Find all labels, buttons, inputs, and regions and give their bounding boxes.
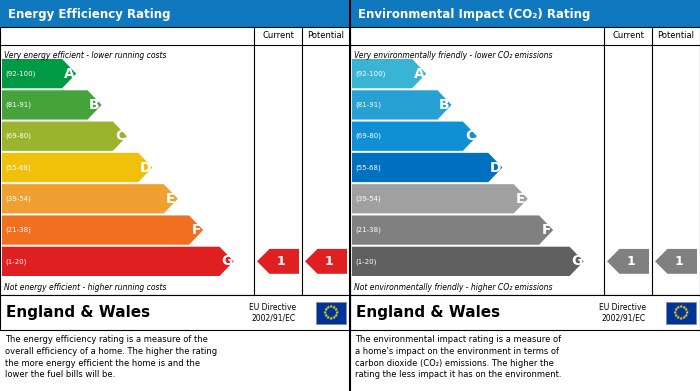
Text: ★: ★: [323, 310, 327, 315]
Text: G: G: [571, 255, 582, 268]
Text: (21-38): (21-38): [355, 227, 381, 233]
Text: (92-100): (92-100): [5, 70, 36, 77]
Text: ★: ★: [332, 305, 336, 310]
Text: 1: 1: [674, 255, 683, 268]
Text: Not environmentally friendly - higher CO₂ emissions: Not environmentally friendly - higher CO…: [354, 283, 552, 292]
Text: ★: ★: [673, 313, 678, 318]
Text: ★: ★: [332, 315, 336, 320]
Bar: [316, 301, 346, 323]
Text: E: E: [166, 192, 176, 206]
Text: EU Directive
2002/91/EC: EU Directive 2002/91/EC: [249, 303, 296, 322]
Text: Potential: Potential: [657, 32, 694, 41]
Text: C: C: [465, 129, 475, 143]
Text: (55-68): (55-68): [355, 164, 381, 171]
Polygon shape: [2, 122, 127, 151]
Text: ★: ★: [326, 315, 330, 320]
Text: F: F: [541, 223, 551, 237]
Text: ★: ★: [334, 307, 339, 312]
Text: (69-80): (69-80): [355, 133, 381, 140]
Polygon shape: [352, 122, 477, 151]
Polygon shape: [2, 153, 153, 182]
Bar: [350, 0, 700, 27]
Text: B: B: [89, 98, 100, 112]
Text: ★: ★: [682, 305, 686, 310]
Polygon shape: [352, 59, 426, 88]
Text: (1-20): (1-20): [5, 258, 27, 265]
Text: ★: ★: [335, 310, 340, 315]
Text: G: G: [221, 255, 232, 268]
Text: The energy efficiency rating is a measure of the
overall efficiency of a home. T: The energy efficiency rating is a measur…: [5, 335, 217, 379]
Text: 1: 1: [324, 255, 333, 268]
Polygon shape: [655, 249, 697, 274]
Text: ★: ★: [673, 310, 677, 315]
Text: ★: ★: [673, 307, 678, 312]
Text: (1-20): (1-20): [355, 258, 377, 265]
Text: ★: ★: [326, 305, 330, 310]
Bar: [666, 301, 696, 323]
Polygon shape: [352, 153, 503, 182]
Text: England & Wales: England & Wales: [6, 305, 150, 320]
Text: E: E: [516, 192, 526, 206]
Text: Energy Efficiency Rating: Energy Efficiency Rating: [8, 8, 171, 21]
Bar: [350, 295, 700, 330]
Bar: [0, 0, 350, 27]
Polygon shape: [2, 247, 234, 276]
Bar: [0, 295, 350, 330]
Text: ★: ★: [684, 313, 689, 318]
Text: D: D: [489, 160, 501, 174]
Polygon shape: [2, 215, 203, 245]
Text: ★: ★: [685, 310, 690, 315]
Text: (81-91): (81-91): [355, 102, 381, 108]
Polygon shape: [607, 249, 649, 274]
Polygon shape: [305, 249, 347, 274]
Text: Not energy efficient - higher running costs: Not energy efficient - higher running co…: [4, 283, 167, 292]
Text: Potential: Potential: [307, 32, 344, 41]
Text: (39-54): (39-54): [5, 196, 31, 202]
Polygon shape: [352, 90, 452, 120]
Polygon shape: [257, 249, 299, 274]
Polygon shape: [352, 215, 553, 245]
Bar: [350, 27, 700, 295]
Text: Very energy efficient - lower running costs: Very energy efficient - lower running co…: [4, 52, 167, 61]
Text: ★: ★: [334, 313, 339, 318]
Text: Very environmentally friendly - lower CO₂ emissions: Very environmentally friendly - lower CO…: [354, 52, 552, 61]
Polygon shape: [352, 247, 584, 276]
Text: 1: 1: [276, 255, 285, 268]
Text: ★: ★: [679, 316, 683, 321]
Text: Current: Current: [262, 32, 294, 41]
Text: ★: ★: [682, 315, 686, 320]
Text: ★: ★: [676, 315, 680, 320]
Text: (81-91): (81-91): [5, 102, 31, 108]
Polygon shape: [352, 184, 528, 213]
Text: Current: Current: [612, 32, 644, 41]
Text: ★: ★: [323, 313, 328, 318]
Text: EU Directive
2002/91/EC: EU Directive 2002/91/EC: [599, 303, 646, 322]
Bar: [0, 27, 350, 295]
Text: (21-38): (21-38): [5, 227, 31, 233]
Polygon shape: [2, 59, 76, 88]
Text: ★: ★: [679, 304, 683, 309]
Text: England & Wales: England & Wales: [356, 305, 500, 320]
Text: A: A: [64, 66, 74, 81]
Text: (69-80): (69-80): [5, 133, 31, 140]
Polygon shape: [2, 184, 178, 213]
Text: (55-68): (55-68): [5, 164, 31, 171]
Text: The environmental impact rating is a measure of
a home's impact on the environme: The environmental impact rating is a mea…: [355, 335, 561, 379]
Text: D: D: [139, 160, 151, 174]
Text: F: F: [191, 223, 201, 237]
Text: ★: ★: [684, 307, 689, 312]
Text: C: C: [115, 129, 125, 143]
Text: ★: ★: [323, 307, 328, 312]
Text: Environmental Impact (CO₂) Rating: Environmental Impact (CO₂) Rating: [358, 8, 590, 21]
Text: (92-100): (92-100): [355, 70, 386, 77]
Text: (39-54): (39-54): [355, 196, 381, 202]
Polygon shape: [2, 90, 101, 120]
Text: B: B: [439, 98, 450, 112]
Text: ★: ★: [676, 305, 680, 310]
Text: ★: ★: [329, 304, 333, 309]
Text: 1: 1: [626, 255, 635, 268]
Text: A: A: [414, 66, 424, 81]
Text: ★: ★: [329, 316, 333, 321]
